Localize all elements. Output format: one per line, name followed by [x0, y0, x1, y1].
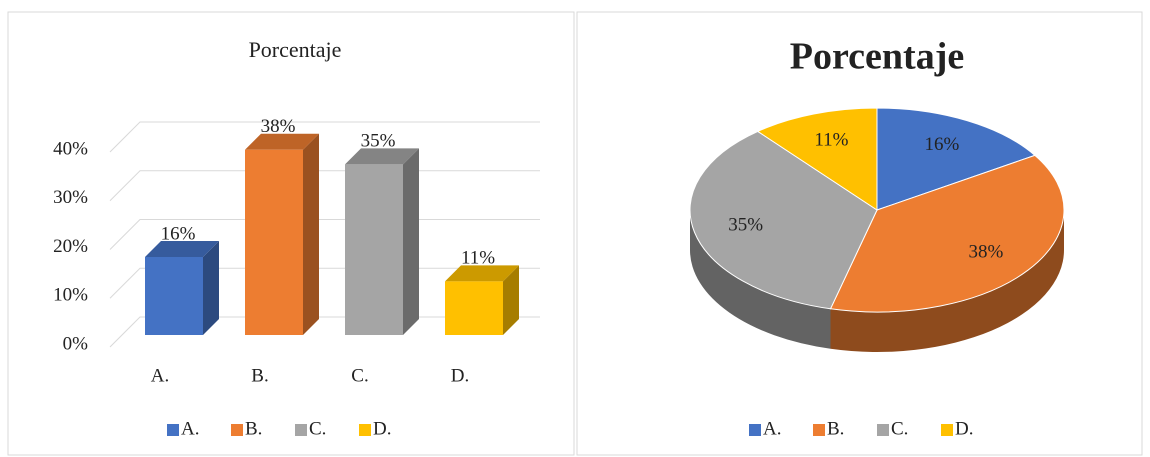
legend-label: B. — [827, 418, 844, 439]
grid-line — [109, 121, 540, 153]
pie-slice — [876, 107, 1036, 211]
data-label: 38% — [969, 242, 1004, 263]
legend-label: A. — [181, 418, 199, 439]
chart-title: Porcentaje — [249, 37, 342, 62]
legend-label: C. — [891, 418, 908, 439]
data-label: 16% — [924, 134, 959, 155]
bar-side — [403, 148, 419, 335]
data-label: 11% — [814, 129, 848, 150]
legend-swatch — [877, 424, 889, 436]
x-tick-label: B. — [251, 365, 268, 386]
bar-top — [245, 133, 319, 150]
legend-swatch — [749, 424, 761, 436]
legend-swatch — [359, 424, 371, 436]
legend-swatch — [295, 424, 307, 436]
bar — [145, 257, 203, 335]
pie-side — [689, 210, 831, 349]
x-tick-label: D. — [451, 365, 469, 386]
bar-side — [203, 241, 219, 335]
bar-top — [445, 265, 519, 282]
y-tick-label: 10% — [53, 285, 88, 306]
bar — [445, 281, 503, 335]
x-tick-label: A. — [151, 365, 169, 386]
data-label: 11% — [461, 248, 495, 269]
legend-label: D. — [955, 418, 973, 439]
bar-side — [503, 265, 519, 335]
legend-label: D. — [373, 418, 391, 439]
legend-label: A. — [763, 418, 781, 439]
bar — [345, 164, 403, 335]
bar-top — [145, 241, 219, 257]
x-tick-label: C. — [351, 365, 368, 386]
data-label: 35% — [728, 214, 763, 235]
data-label: 35% — [361, 131, 396, 152]
bar-side — [303, 133, 319, 335]
data-label: 38% — [261, 116, 296, 137]
pie-slice — [829, 154, 1065, 313]
legend-swatch — [813, 424, 825, 436]
pie-side — [830, 210, 1064, 352]
legend-swatch — [231, 424, 243, 436]
pie-slice — [756, 107, 878, 211]
y-tick-label: 30% — [53, 187, 88, 208]
bar-top — [345, 148, 419, 165]
legend-label: B. — [245, 418, 262, 439]
y-tick-label: 20% — [53, 236, 88, 257]
bar — [245, 149, 303, 335]
chart-title: Porcentaje — [790, 36, 964, 78]
legend-swatch — [167, 424, 179, 436]
data-label: 16% — [161, 223, 196, 244]
legend-swatch — [941, 424, 953, 436]
pie-slice — [689, 130, 878, 310]
legend-label: C. — [309, 418, 326, 439]
y-tick-label: 40% — [53, 138, 88, 159]
y-tick-label: 0% — [63, 333, 89, 354]
